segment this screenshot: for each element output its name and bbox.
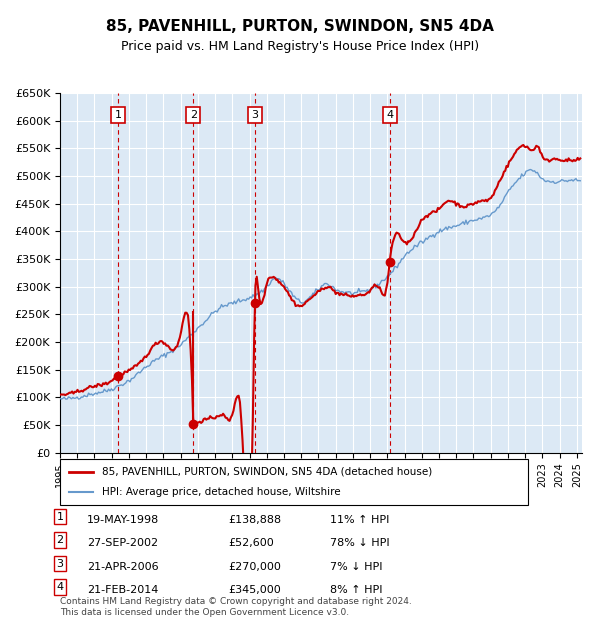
Text: Price paid vs. HM Land Registry's House Price Index (HPI): Price paid vs. HM Land Registry's House … bbox=[121, 40, 479, 53]
Text: Contains HM Land Registry data © Crown copyright and database right 2024.
This d: Contains HM Land Registry data © Crown c… bbox=[60, 598, 412, 617]
Text: HPI: Average price, detached house, Wiltshire: HPI: Average price, detached house, Wilt… bbox=[102, 487, 341, 497]
Text: 85, PAVENHILL, PURTON, SWINDON, SN5 4DA (detached house): 85, PAVENHILL, PURTON, SWINDON, SN5 4DA … bbox=[102, 467, 433, 477]
Text: 8% ↑ HPI: 8% ↑ HPI bbox=[330, 585, 383, 595]
Text: £345,000: £345,000 bbox=[228, 585, 281, 595]
Text: 1: 1 bbox=[115, 110, 122, 120]
Text: £138,888: £138,888 bbox=[228, 515, 281, 525]
Text: £52,600: £52,600 bbox=[228, 538, 274, 548]
Text: 3: 3 bbox=[56, 559, 64, 569]
Text: 7% ↓ HPI: 7% ↓ HPI bbox=[330, 562, 383, 572]
Text: 2: 2 bbox=[190, 110, 197, 120]
Text: 4: 4 bbox=[386, 110, 394, 120]
Text: 4: 4 bbox=[56, 582, 64, 592]
Text: 2: 2 bbox=[56, 535, 64, 545]
Text: 19-MAY-1998: 19-MAY-1998 bbox=[87, 515, 159, 525]
Text: 11% ↑ HPI: 11% ↑ HPI bbox=[330, 515, 389, 525]
Text: 21-FEB-2014: 21-FEB-2014 bbox=[87, 585, 158, 595]
Text: 21-APR-2006: 21-APR-2006 bbox=[87, 562, 158, 572]
Text: 27-SEP-2002: 27-SEP-2002 bbox=[87, 538, 158, 548]
Text: 3: 3 bbox=[251, 110, 259, 120]
Text: 1: 1 bbox=[56, 512, 64, 521]
Text: 85, PAVENHILL, PURTON, SWINDON, SN5 4DA: 85, PAVENHILL, PURTON, SWINDON, SN5 4DA bbox=[106, 19, 494, 33]
FancyBboxPatch shape bbox=[60, 459, 528, 505]
Text: 78% ↓ HPI: 78% ↓ HPI bbox=[330, 538, 389, 548]
Text: £270,000: £270,000 bbox=[228, 562, 281, 572]
